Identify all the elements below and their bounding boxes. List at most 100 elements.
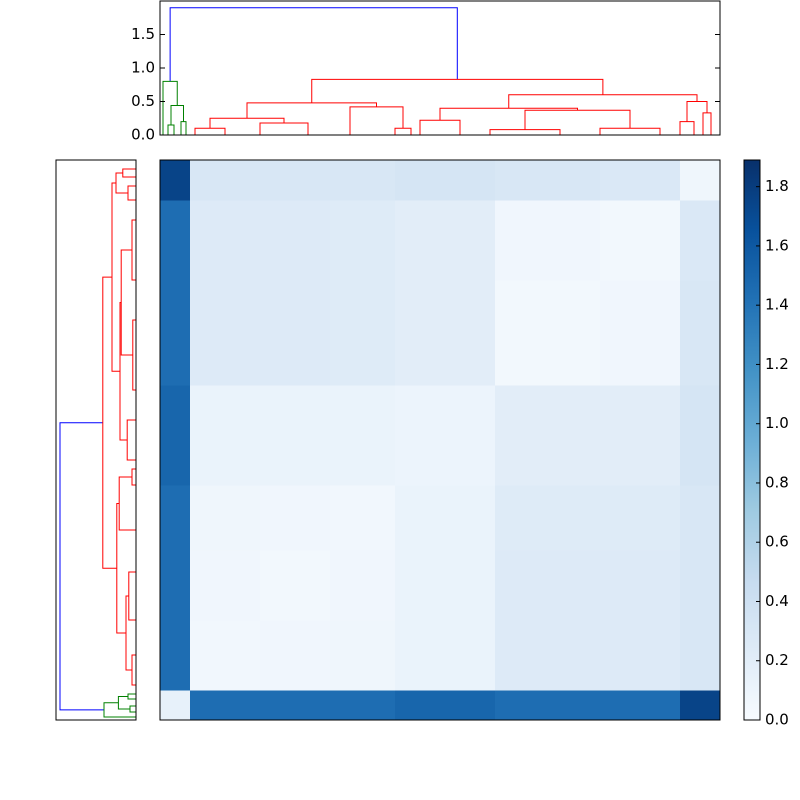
left-dendrogram-link <box>127 693 136 700</box>
left-dendrogram-link <box>119 302 128 441</box>
top-dendrogram-link <box>524 109 631 130</box>
top-dendrogram-link <box>702 112 712 135</box>
heatmap-cell <box>680 280 721 386</box>
colorbar-tick-label: 1.2 <box>765 355 789 373</box>
left-dendrogram-link <box>103 702 136 718</box>
left-dendrogram-link <box>118 476 136 531</box>
heatmap-cell <box>395 160 496 201</box>
heatmap-cell <box>600 280 681 386</box>
heatmap-cell <box>395 690 496 721</box>
top-dendrogram-link <box>686 101 708 122</box>
heatmap-cell <box>260 200 331 281</box>
colorbar-tick-label: 1.6 <box>765 236 789 254</box>
colorbar-tick-label: 1.8 <box>765 177 789 195</box>
heatmap-cell <box>680 160 721 201</box>
heatmap-cell <box>680 690 721 721</box>
top-dendrogram-link <box>180 121 187 135</box>
heatmap-cell <box>495 620 601 691</box>
heatmap-cell <box>330 550 396 621</box>
top-dendrogram-link <box>679 121 695 135</box>
heatmap-frame <box>159 159 721 721</box>
colorbar-tick-label: 0.2 <box>765 651 789 669</box>
left-dendrogram-link <box>128 571 136 621</box>
heatmap-cell <box>160 200 191 281</box>
heatmap-cell <box>395 550 496 621</box>
colorbar-tick-label: 1.4 <box>765 296 789 314</box>
colorbar-tick-label: 0.8 <box>765 473 789 491</box>
heatmap-cell <box>160 160 191 201</box>
left-dendrogram-link <box>131 468 136 486</box>
heatmap-cell <box>190 485 261 551</box>
heatmap-cell <box>600 200 681 281</box>
y-tick-label: 1.0 <box>131 59 155 77</box>
heatmap-cell <box>330 690 396 721</box>
heatmap-cell <box>330 160 396 201</box>
heatmap-cell <box>330 385 396 486</box>
heatmap-cell <box>330 620 396 691</box>
left-dendrogram-link <box>131 654 136 686</box>
left-dendrogram-link <box>116 503 126 634</box>
heatmap-cell <box>395 485 496 551</box>
heatmap-cell <box>160 620 191 691</box>
top-dendrogram-link <box>167 124 175 135</box>
top-dendrogram-link <box>169 7 458 82</box>
heatmap-cell <box>495 550 601 621</box>
y-tick-label: 0.0 <box>131 126 155 144</box>
heatmap-cell <box>495 690 601 721</box>
heatmap-cell <box>395 385 496 486</box>
heatmap-cell <box>495 160 601 201</box>
heatmap-cell <box>680 200 721 281</box>
heatmap-cell <box>600 620 681 691</box>
top-dendrogram-link <box>439 107 578 121</box>
left-dendrogram-link <box>117 696 130 710</box>
left-dendrogram-link <box>111 182 120 372</box>
heatmap-cell <box>495 485 601 551</box>
heatmap-cell <box>495 280 601 386</box>
heatmap-cell <box>160 690 191 721</box>
colorbar-tick-label: 1.0 <box>765 414 789 432</box>
heatmap-cell <box>190 200 261 281</box>
colorbar-tick-label: 0.0 <box>765 711 789 729</box>
heatmap-cell <box>600 690 681 721</box>
top-dendrogram-link <box>209 117 285 129</box>
y-tick-label: 1.5 <box>131 25 155 43</box>
left-dendrogram-link <box>125 595 132 671</box>
heatmap-cell <box>260 485 331 551</box>
left-dendrogram-link <box>102 276 117 569</box>
left-dendrogram-link <box>131 219 136 281</box>
heatmap-cell <box>600 385 681 486</box>
heatmap-cell <box>190 550 261 621</box>
heatmap-cell <box>190 385 261 486</box>
heatmap-cell <box>160 485 191 551</box>
left-dendrogram-link <box>127 185 136 201</box>
top-dendrogram-link <box>508 94 698 109</box>
heatmap-cell <box>190 690 261 721</box>
top-dendrogram-link <box>246 102 377 119</box>
heatmap-cell <box>190 160 261 201</box>
top-dendrogram-link <box>259 122 309 135</box>
heatmap-cell <box>330 200 396 281</box>
heatmap-cell <box>190 280 261 386</box>
top-dendrogram-link <box>489 129 561 135</box>
heatmap-cell <box>160 385 191 486</box>
heatmap-cell <box>395 280 496 386</box>
heatmap-cell <box>495 200 601 281</box>
top-dendrogram-link <box>170 105 184 125</box>
top-dendrogram-link <box>599 127 661 135</box>
top-dendrogram-link <box>311 78 604 103</box>
heatmap-cell <box>330 280 396 386</box>
heatmap-cell <box>330 485 396 551</box>
left-dendrogram-link <box>115 172 128 194</box>
heatmap-cell <box>395 620 496 691</box>
heatmap-cell <box>680 620 721 691</box>
heatmap-cell <box>260 620 331 691</box>
left-dendrogram-link <box>122 168 136 178</box>
colorbar <box>743 159 761 721</box>
colorbar-tick-label: 0.6 <box>765 533 789 551</box>
left-dendrogram-frame <box>55 159 137 721</box>
left-dendrogram-link <box>126 419 136 461</box>
left-dendrogram-link <box>132 319 136 391</box>
heatmap-cell <box>260 550 331 621</box>
heatmap-cell <box>260 160 331 201</box>
heatmap-cell <box>160 550 191 621</box>
